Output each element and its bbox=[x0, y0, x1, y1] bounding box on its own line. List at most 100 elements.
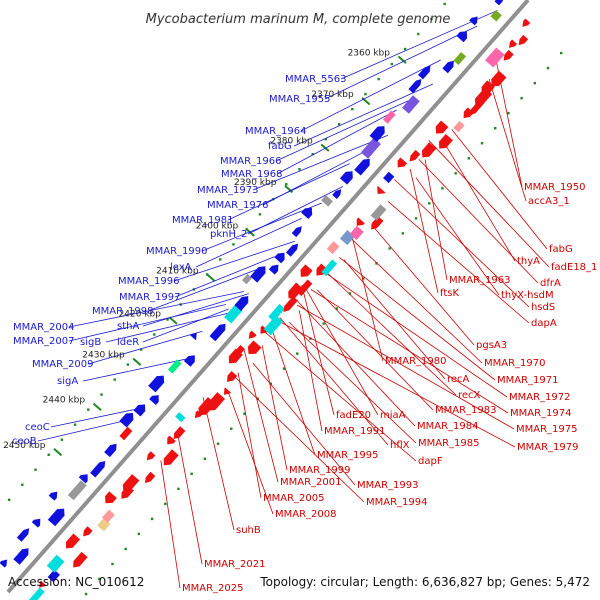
tick-dot bbox=[362, 277, 365, 280]
gene-label-right: MMAR_1970 bbox=[484, 358, 546, 369]
reverse-gene bbox=[321, 259, 338, 277]
gene-label-right: MMAR_1979 bbox=[517, 442, 579, 453]
leader-line bbox=[262, 329, 417, 462]
reverse-gene bbox=[122, 474, 140, 492]
tick-dot bbox=[245, 228, 248, 231]
gene-label-left: MMAR_2004 bbox=[13, 322, 75, 333]
tick-dot bbox=[430, 17, 433, 21]
gene-label-left: MMAR_5563 bbox=[285, 74, 347, 85]
reverse-gene bbox=[173, 426, 186, 440]
tick-dot bbox=[7, 498, 11, 502]
gene-label-right: fadE18_1 bbox=[551, 262, 597, 273]
gene-label-right: miaA bbox=[380, 410, 406, 421]
reverse-gene bbox=[356, 217, 365, 226]
leader-line bbox=[252, 362, 356, 486]
tick-dot bbox=[414, 217, 418, 220]
gene-label-right: thyA bbox=[517, 256, 540, 267]
gene-label-right: MMAR_1991 bbox=[324, 426, 386, 437]
tick-dot bbox=[258, 213, 262, 216]
gene-label-left: MMAR_1966 bbox=[220, 156, 282, 167]
tick-dot bbox=[100, 393, 103, 396]
tick-dot bbox=[34, 468, 37, 471]
leader-line bbox=[279, 317, 389, 446]
gene-label-left: fabG bbox=[268, 141, 292, 152]
leader-line bbox=[201, 202, 322, 252]
leader-line bbox=[387, 201, 530, 324]
leader-line bbox=[428, 140, 550, 268]
tick-dot bbox=[164, 502, 167, 506]
leader-line bbox=[351, 235, 384, 362]
tick-dot bbox=[150, 517, 154, 521]
kbp-tick bbox=[53, 447, 63, 457]
tick-dot bbox=[60, 438, 64, 441]
kbp-tick bbox=[132, 357, 142, 366]
gene-label-left: MMAR_1996 bbox=[118, 276, 180, 287]
reverse-gene bbox=[453, 120, 465, 133]
tick-dot bbox=[139, 348, 143, 351]
tick-dot bbox=[205, 273, 209, 276]
forward-gene bbox=[291, 226, 302, 238]
forward-gene bbox=[133, 404, 146, 417]
gene-label-right: fadE20 bbox=[336, 410, 371, 421]
kbp-tick-label: 2400 kbp bbox=[196, 221, 239, 231]
kbp-tick bbox=[206, 273, 216, 282]
reverse-gene bbox=[349, 225, 364, 240]
gene-label-right: dfrA bbox=[540, 278, 561, 289]
gene-label-left: sigA bbox=[57, 376, 78, 387]
gene-label-right: recA bbox=[447, 374, 470, 385]
leader-line bbox=[444, 144, 516, 262]
leader-line bbox=[177, 433, 203, 565]
tick-dot bbox=[113, 378, 116, 381]
tick-dot bbox=[73, 423, 77, 426]
kbp-tick-label: 2430 kbp bbox=[82, 351, 125, 361]
gene-label-right: pgsA3 bbox=[476, 340, 507, 351]
tick-dot bbox=[533, 81, 537, 85]
gene-label-right: hsdS bbox=[531, 302, 555, 313]
forward-gene bbox=[360, 137, 381, 159]
leader-line bbox=[305, 287, 379, 416]
tick-dot bbox=[520, 96, 523, 100]
forward-gene bbox=[490, 10, 502, 22]
tick-dot bbox=[324, 137, 328, 141]
gene-label-left: MMAR_1981 bbox=[172, 215, 234, 226]
gene-label-right: thyX-hsdM bbox=[501, 290, 554, 301]
leader-line bbox=[142, 308, 229, 343]
reverse-gene bbox=[370, 204, 387, 221]
tick-dot bbox=[230, 427, 233, 430]
leader-line bbox=[297, 304, 515, 430]
forward-gene bbox=[274, 252, 285, 264]
gene-label-right: MMAR_1975 bbox=[516, 424, 578, 435]
leader-line bbox=[300, 59, 441, 132]
forward-gene bbox=[149, 395, 159, 406]
reverse-gene bbox=[66, 533, 81, 549]
reverse-gene bbox=[47, 569, 60, 583]
leader-line bbox=[409, 168, 439, 294]
forward-gene bbox=[442, 60, 454, 74]
gene-label-left: MMAR_2007 bbox=[13, 336, 75, 347]
gene-label-right: fabG bbox=[549, 244, 573, 255]
forward-gene bbox=[268, 264, 279, 275]
reverse-gene bbox=[316, 263, 328, 276]
reverse-gene bbox=[27, 587, 45, 600]
gene-label-right: MMAR_1980 bbox=[385, 356, 447, 367]
tick-dot bbox=[153, 333, 156, 336]
gene-label-right: MMAR_1963 bbox=[449, 275, 511, 286]
reverse-gene bbox=[223, 387, 231, 395]
forward-gene bbox=[148, 375, 165, 393]
tick-dot bbox=[190, 472, 193, 476]
leader-line bbox=[310, 289, 509, 414]
reverse-gene bbox=[247, 340, 262, 355]
kbp-tick bbox=[320, 143, 330, 152]
gene-labels: MMAR_5563 MMAR_1955 MMAR_1964 fabG MMAR_1966… bbox=[12, 74, 597, 594]
kbp-tick-label: 2380 kbp bbox=[270, 136, 313, 146]
forward-gene bbox=[209, 323, 226, 342]
reverse-gene bbox=[39, 580, 46, 588]
forward-gene bbox=[250, 266, 266, 283]
kbp-tick-label: 2420 kbp bbox=[119, 309, 162, 319]
tick-dot bbox=[203, 457, 207, 460]
leader-line bbox=[87, 330, 203, 365]
forward-gene bbox=[456, 31, 468, 43]
leader-line bbox=[68, 291, 245, 328]
kbp-tick bbox=[284, 185, 294, 194]
forward-gene bbox=[234, 296, 249, 311]
